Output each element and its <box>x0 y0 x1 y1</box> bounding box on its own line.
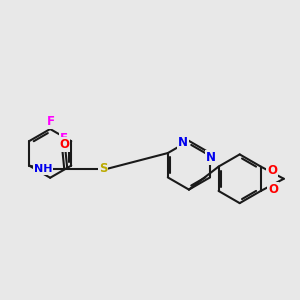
Text: NH: NH <box>34 164 52 174</box>
Text: N: N <box>178 136 188 149</box>
Text: O: O <box>268 183 278 196</box>
Text: S: S <box>99 163 107 176</box>
Text: F: F <box>47 115 55 128</box>
Text: F: F <box>60 132 68 145</box>
Text: O: O <box>59 138 69 151</box>
Text: N: N <box>206 151 216 164</box>
Text: O: O <box>267 164 277 177</box>
